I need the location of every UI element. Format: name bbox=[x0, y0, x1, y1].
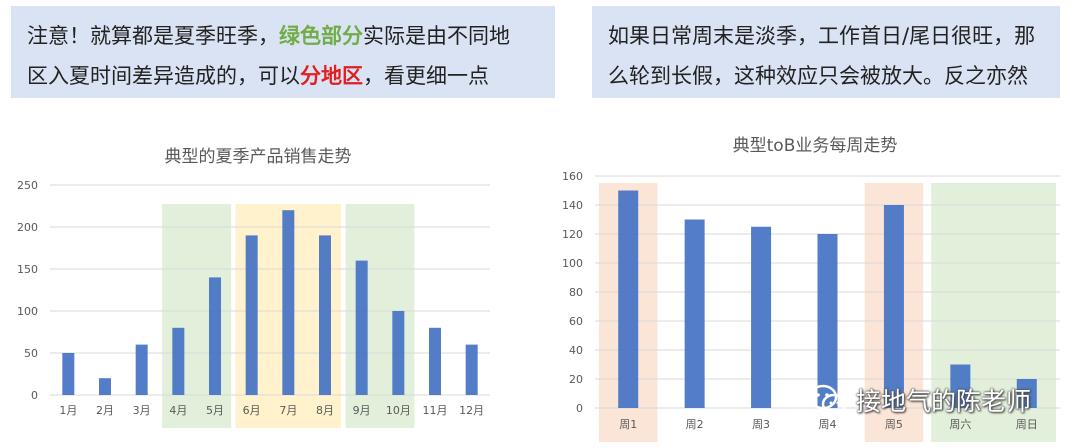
chart-title: 典型toB业务每周走势 bbox=[733, 136, 898, 156]
wechat-icon bbox=[808, 383, 848, 417]
chart-title: 典型的夏季产品销售走势 bbox=[165, 147, 352, 167]
note-text: 注意！就算都是夏季旺季， bbox=[27, 24, 279, 48]
y-tick-label: 50 bbox=[24, 347, 38, 360]
note-left-line2: 区入夏时间差异造成的，可以分地区，看更细一点 bbox=[27, 56, 541, 96]
y-tick-label: 100 bbox=[562, 257, 583, 270]
watermark: 接地气的陈老师 bbox=[808, 380, 1031, 420]
y-tick-label: 160 bbox=[562, 170, 583, 183]
y-tick-label: 100 bbox=[17, 305, 38, 318]
bar bbox=[355, 260, 368, 395]
note-text: 实际是由不同地 bbox=[363, 24, 510, 48]
y-tick-label: 60 bbox=[569, 315, 583, 328]
bar bbox=[392, 311, 405, 395]
x-tick-label: 5月 bbox=[206, 404, 224, 417]
x-tick-label: 周5 bbox=[885, 418, 903, 431]
bar bbox=[751, 226, 772, 408]
note-right-line2: 么轮到长假，这种效应只会被放大。反之亦然 bbox=[608, 64, 1028, 88]
y-tick-label: 150 bbox=[17, 263, 38, 276]
bar bbox=[465, 344, 478, 395]
x-tick-label: 11月 bbox=[423, 404, 448, 417]
bar bbox=[245, 235, 258, 395]
x-tick-label: 周2 bbox=[686, 418, 704, 431]
bar bbox=[883, 205, 904, 408]
bar bbox=[62, 353, 75, 395]
y-tick-label: 140 bbox=[562, 199, 583, 212]
bar bbox=[319, 235, 331, 395]
x-tick-label: 12月 bbox=[459, 404, 484, 417]
x-tick-label: 8月 bbox=[316, 404, 334, 417]
y-tick-label: 20 bbox=[569, 373, 583, 386]
y-tick-label: 250 bbox=[17, 179, 38, 192]
bar bbox=[282, 210, 295, 395]
y-tick-label: 0 bbox=[31, 389, 38, 402]
x-tick-label: 7月 bbox=[279, 404, 297, 417]
y-tick-label: 200 bbox=[17, 221, 38, 234]
note-text: 区入夏时间差异造成的，可以 bbox=[27, 64, 300, 88]
x-tick-label: 4月 bbox=[169, 404, 187, 417]
note-right-line1: 如果日常周末是淡季，工作首日/尾日很旺，那 bbox=[608, 24, 1036, 48]
x-tick-label: 1月 bbox=[59, 404, 77, 417]
x-tick-label: 2月 bbox=[96, 404, 114, 417]
x-tick-label: 9月 bbox=[353, 404, 371, 417]
bar bbox=[429, 327, 441, 395]
x-tick-label: 周4 bbox=[819, 418, 837, 431]
bar bbox=[99, 378, 111, 395]
x-tick-label: 3月 bbox=[133, 404, 151, 417]
watermark-text: 接地气的陈老师 bbox=[856, 387, 1032, 416]
bar bbox=[209, 277, 221, 395]
x-tick-label: 周3 bbox=[752, 418, 770, 431]
x-tick-label: 周六 bbox=[949, 418, 971, 431]
bar bbox=[684, 219, 705, 408]
bar bbox=[1016, 379, 1037, 408]
note-highlight-green: 绿色部分 bbox=[279, 24, 363, 48]
note-text: ，看更细一点 bbox=[363, 64, 489, 88]
bar bbox=[817, 234, 838, 408]
bar bbox=[618, 190, 639, 408]
y-tick-label: 0 bbox=[576, 402, 583, 415]
bar bbox=[172, 327, 185, 395]
x-tick-label: 10月 bbox=[386, 404, 411, 417]
y-tick-label: 80 bbox=[569, 286, 583, 299]
x-tick-label: 周日 bbox=[1016, 418, 1038, 431]
note-right: 如果日常周末是淡季，工作首日/尾日很旺，那 么轮到长假，这种效应只会被放大。反之… bbox=[592, 6, 1060, 98]
y-tick-label: 40 bbox=[569, 344, 583, 357]
y-tick-label: 120 bbox=[562, 228, 583, 241]
bar bbox=[950, 364, 971, 408]
note-highlight-red: 分地区 bbox=[300, 64, 363, 88]
x-tick-label: 周1 bbox=[619, 418, 637, 431]
x-tick-label: 6月 bbox=[243, 404, 261, 417]
note-left-line1: 注意！就算都是夏季旺季，绿色部分实际是由不同地 bbox=[27, 16, 541, 56]
bar bbox=[135, 344, 148, 395]
note-left: 注意！就算都是夏季旺季，绿色部分实际是由不同地 区入夏时间差异造成的，可以分地区… bbox=[11, 6, 555, 98]
